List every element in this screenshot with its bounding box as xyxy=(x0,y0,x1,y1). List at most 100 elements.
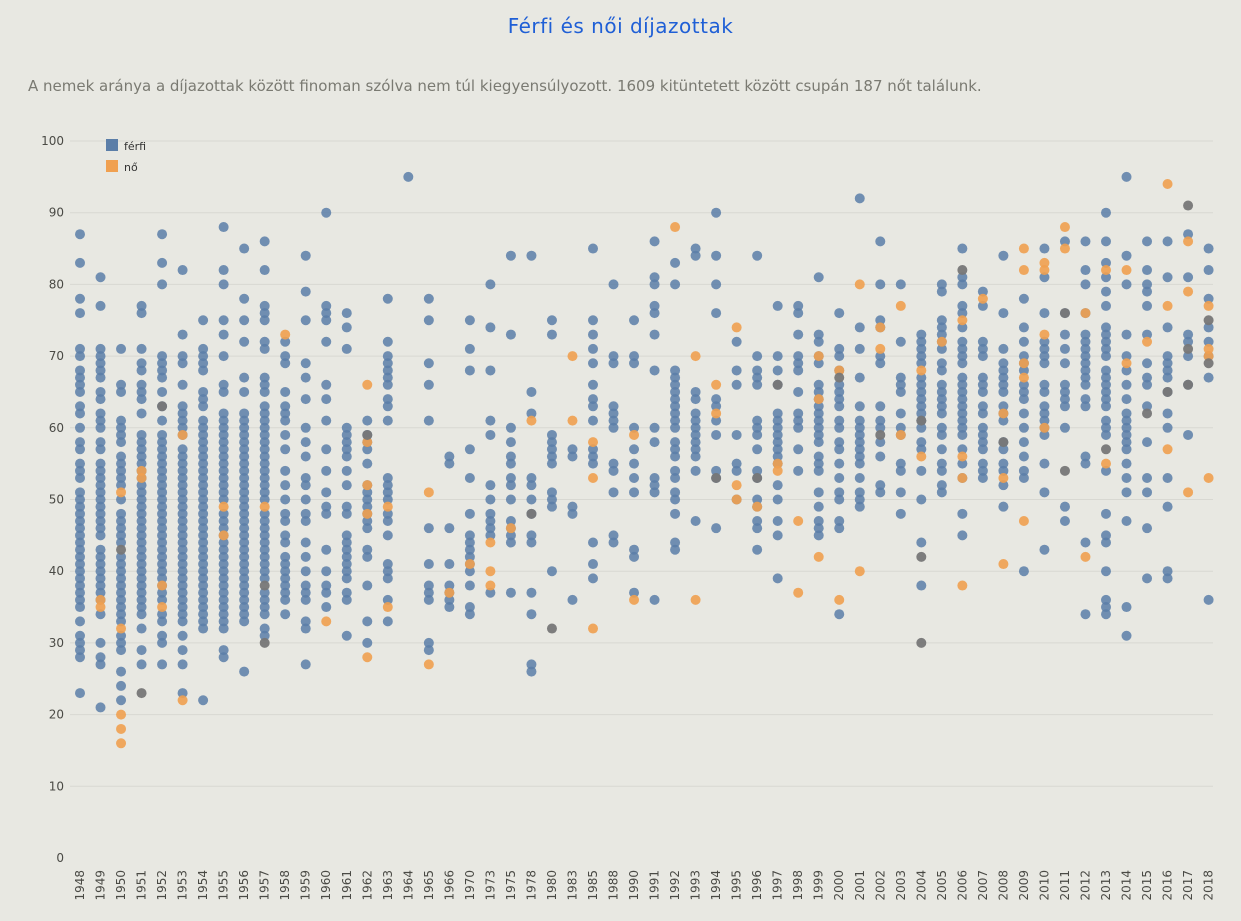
data-point-ferfi xyxy=(608,279,619,290)
data-point-no xyxy=(1101,458,1111,469)
data-point-ferfi xyxy=(772,530,783,541)
chart-subtitle: A nemek aránya a díjazottak között finom… xyxy=(28,77,982,95)
data-point-ferfi xyxy=(136,300,147,311)
data-point-ferfi xyxy=(321,508,332,519)
data-point-ferfi xyxy=(136,429,147,440)
data-point-ferfi xyxy=(157,487,168,498)
data-point-ferfi xyxy=(1039,358,1050,369)
data-point-ferfi xyxy=(998,458,1009,469)
data-point-ferfi xyxy=(239,566,250,577)
data-point-ferfi xyxy=(1018,322,1029,333)
data-point-ferfi xyxy=(239,544,250,555)
data-point-ferfi xyxy=(957,343,968,354)
data-point-ferfi xyxy=(813,422,824,433)
data-point-ferfi xyxy=(1101,272,1111,283)
data-point-ferfi xyxy=(977,286,988,297)
data-point-ferfi xyxy=(362,616,373,627)
data-point-ferfi xyxy=(157,594,168,605)
data-point-ferfi xyxy=(259,458,270,469)
data-point-ferfi xyxy=(444,580,455,591)
data-point-ferfi xyxy=(75,386,85,397)
x-tick-label: 1990 xyxy=(627,870,641,901)
y-tick-label: 0 xyxy=(56,851,64,865)
data-point-ferfi xyxy=(259,508,270,519)
data-point-ferfi xyxy=(854,494,865,505)
data-point-no xyxy=(1018,372,1029,383)
data-point-ferfi xyxy=(423,379,434,390)
data-point-ferfi xyxy=(75,458,85,469)
data-point-ferfi xyxy=(731,429,742,440)
data-point-no xyxy=(116,623,127,634)
data-point-ferfi xyxy=(259,336,270,347)
x-tick-label: 1985 xyxy=(586,870,600,901)
data-point-ferfi xyxy=(957,415,968,426)
data-point-no xyxy=(1203,300,1214,311)
data-point-ferfi xyxy=(752,494,763,505)
data-point-ferfi xyxy=(485,480,496,491)
data-point-ferfi xyxy=(300,508,311,519)
data-point-ferfi xyxy=(1059,516,1070,527)
data-point-ferfi xyxy=(485,523,496,534)
data-point-ferfi xyxy=(998,386,1009,397)
data-point-ferfi xyxy=(341,501,352,512)
x-tick-label: 2014 xyxy=(1120,870,1134,901)
data-point-ferfi xyxy=(177,523,188,534)
data-point-ferfi xyxy=(423,637,434,648)
data-point-no xyxy=(526,415,537,426)
x-tick-label: 1953 xyxy=(176,870,190,901)
data-point-ferfi xyxy=(772,494,783,505)
data-point-ferfi xyxy=(1018,386,1029,397)
data-point-ferfi xyxy=(95,580,106,591)
data-point-ferfi xyxy=(916,329,927,340)
data-point-ferfi xyxy=(75,602,85,613)
data-point-ferfi xyxy=(280,351,291,362)
data-point-ferfi xyxy=(136,566,147,577)
data-point-ferfi xyxy=(198,315,209,326)
data-point-ferfi xyxy=(177,551,188,562)
data-point-ferfi xyxy=(259,566,270,577)
data-point-no xyxy=(567,351,578,362)
data-point-overlap xyxy=(1183,200,1194,211)
data-point-ferfi xyxy=(157,429,168,440)
data-point-ferfi xyxy=(1080,394,1091,405)
data-point-ferfi xyxy=(218,523,229,534)
data-point-ferfi xyxy=(1101,286,1111,297)
data-point-ferfi xyxy=(300,422,311,433)
data-point-ferfi xyxy=(177,587,188,598)
data-point-ferfi xyxy=(321,336,332,347)
data-point-ferfi xyxy=(95,530,106,541)
data-point-ferfi xyxy=(670,437,681,448)
data-point-ferfi xyxy=(608,465,619,476)
data-point-ferfi xyxy=(198,559,209,570)
data-point-ferfi xyxy=(1142,523,1153,534)
data-point-ferfi xyxy=(936,365,947,376)
data-point-ferfi xyxy=(936,358,947,369)
data-point-ferfi xyxy=(998,308,1009,319)
x-tick-label: 1998 xyxy=(791,870,805,901)
data-point-ferfi xyxy=(321,487,332,498)
data-point-ferfi xyxy=(998,401,1009,412)
data-point-ferfi xyxy=(300,451,311,462)
data-point-ferfi xyxy=(218,444,229,455)
data-point-no xyxy=(793,516,804,527)
data-point-ferfi xyxy=(670,408,681,419)
data-point-ferfi xyxy=(526,537,537,548)
data-point-no xyxy=(957,315,968,326)
data-point-ferfi xyxy=(218,451,229,462)
data-point-ferfi xyxy=(218,566,229,577)
data-point-ferfi xyxy=(957,394,968,405)
data-point-ferfi xyxy=(977,444,988,455)
data-point-ferfi xyxy=(177,408,188,419)
data-point-ferfi xyxy=(464,444,475,455)
data-point-ferfi xyxy=(136,358,147,369)
data-point-ferfi xyxy=(321,566,332,577)
data-point-ferfi xyxy=(218,516,229,527)
data-point-ferfi xyxy=(198,523,209,534)
data-point-ferfi xyxy=(198,501,209,512)
x-tick-label: 1960 xyxy=(319,870,333,901)
data-point-ferfi xyxy=(1121,329,1132,340)
data-point-ferfi xyxy=(218,652,229,663)
data-point-ferfi xyxy=(157,508,168,519)
data-point-ferfi xyxy=(321,207,332,218)
data-point-ferfi xyxy=(834,308,845,319)
